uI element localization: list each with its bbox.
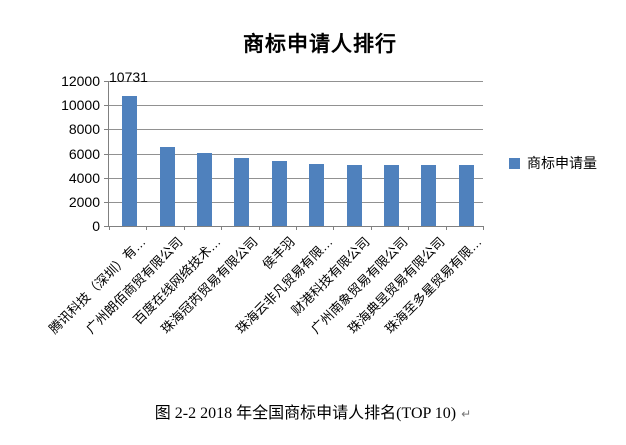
y-axis-tick xyxy=(104,105,109,107)
plot-area xyxy=(104,81,484,230)
x-axis-tick xyxy=(146,226,148,230)
gridline xyxy=(109,177,483,179)
bar xyxy=(421,164,437,226)
bar xyxy=(384,164,399,226)
y-tick-label: 6000 xyxy=(68,145,100,162)
x-axis-tick xyxy=(370,226,372,230)
x-axis-tick xyxy=(445,226,447,230)
y-tick-label: 10000 xyxy=(61,97,100,114)
x-axis-tick xyxy=(109,226,110,230)
y-axis-tick xyxy=(104,153,109,155)
bar xyxy=(197,152,212,226)
y-axis-tick xyxy=(104,81,109,82)
y-tick-label: 0 xyxy=(92,218,100,234)
gridline xyxy=(109,81,483,82)
x-axis-tick xyxy=(408,226,410,230)
bar-value-label: 10731 xyxy=(109,69,148,85)
x-axis-tick xyxy=(333,226,335,230)
x-axis-tick xyxy=(221,226,223,230)
y-tick-label: 8000 xyxy=(68,121,100,138)
bar xyxy=(234,157,250,226)
legend-label: 商标申请量 xyxy=(527,155,597,171)
legend-swatch-icon xyxy=(509,157,520,169)
figure-caption: 图 2-2 2018 年全国商标申请人排名(TOP 10) ↵ xyxy=(0,399,626,423)
bar xyxy=(122,96,138,226)
y-tick-label: 12000 xyxy=(61,73,100,89)
bar xyxy=(271,160,287,226)
bar xyxy=(309,164,325,226)
chart-title: 商标申请人排行 xyxy=(243,32,397,56)
caption-text: 图 2-2 2018 年全国商标申请人排名(TOP 10) xyxy=(154,405,457,422)
gridline xyxy=(109,201,483,203)
y-tick-label: 2000 xyxy=(68,193,100,210)
x-axis-tick xyxy=(258,226,260,230)
paragraph-return-mark: ↵ xyxy=(461,407,472,421)
y-axis-tick xyxy=(104,129,109,131)
bar xyxy=(346,164,362,226)
legend: 商标申请量 xyxy=(509,153,597,173)
x-axis-tick xyxy=(183,226,185,230)
gridline xyxy=(109,105,483,107)
y-axis-tick xyxy=(104,201,109,203)
gridline xyxy=(109,129,483,131)
bar xyxy=(159,147,175,226)
y-axis-tick xyxy=(104,226,109,227)
gridline xyxy=(109,153,483,155)
y-axis-tick xyxy=(104,177,109,179)
y-tick-label: 4000 xyxy=(68,169,100,186)
x-axis-tick xyxy=(296,226,297,230)
bar xyxy=(458,165,474,226)
x-axis-tick xyxy=(483,226,484,230)
